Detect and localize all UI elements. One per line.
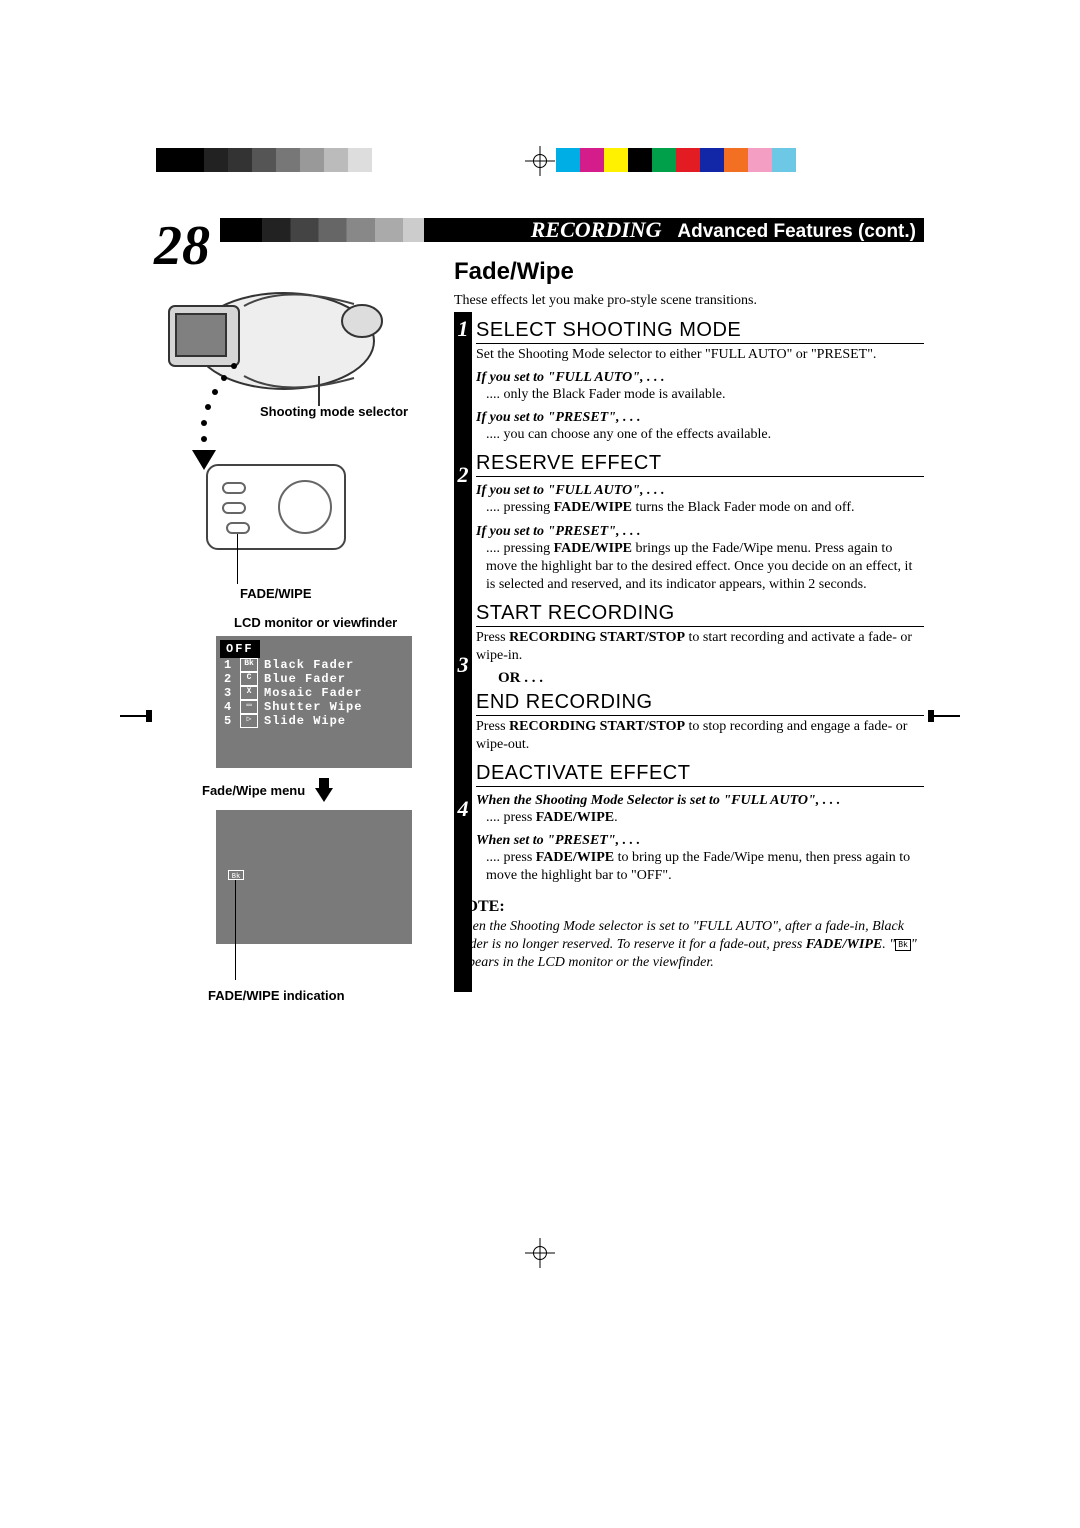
registration-mark-icon xyxy=(525,1238,555,1268)
step: SELECT SHOOTING MODE Set the Shooting Mod… xyxy=(476,319,924,445)
menu-off: OFF xyxy=(220,640,260,658)
step-subbody: .... you can choose any one of the effec… xyxy=(476,426,924,444)
crop-tick-icon xyxy=(120,715,146,717)
step-subhead: When the Shooting Mode Selector is set t… xyxy=(476,793,924,809)
section-intro: These effects let you make pro-style sce… xyxy=(454,292,924,311)
step-heading: SELECT SHOOTING MODE xyxy=(476,319,924,344)
step-body: Set the Shooting Mode selector to either… xyxy=(476,346,924,364)
step-number: 4 xyxy=(454,796,472,822)
step-body: Press RECORDING START/STOP to stop recor… xyxy=(476,718,924,754)
step: START RECORDINGPress RECORDING START/STO… xyxy=(476,602,924,754)
step-subbody: .... press FADE/WIPE to bring up the Fad… xyxy=(476,849,924,885)
section-title: Fade/Wipe xyxy=(454,258,924,286)
dotted-leader-icon xyxy=(184,360,244,480)
step-heading: DEACTIVATE EFFECT xyxy=(476,762,924,787)
note-heading: NOTE: xyxy=(454,898,924,916)
menu-row: 2CBlue Fader xyxy=(216,672,412,686)
step-subhead: If you set to "PRESET", . . . xyxy=(476,410,924,426)
left-column: Shooting mode selector FADE/WIPE LCD mon… xyxy=(154,252,454,1003)
step-number: 3 xyxy=(454,652,472,678)
step-subbody: .... only the Black Fader mode is availa… xyxy=(476,386,924,404)
header-recording: RECORDING xyxy=(531,217,662,242)
menu-row: 4▭Shutter Wipe xyxy=(216,700,412,714)
indication-label: FADE/WIPE indication xyxy=(208,988,454,1003)
note-body: When the Shooting Mode selector is set t… xyxy=(454,918,924,973)
registration-mark-icon xyxy=(525,146,555,176)
menu-row: 5▷Slide Wipe xyxy=(216,714,412,728)
step: RESERVE EFFECT If you set to "FULL AUTO",… xyxy=(476,452,924,594)
menu-row: 1BkBlack Fader xyxy=(216,658,412,672)
step: DEACTIVATE EFFECT When the Shooting Mode … xyxy=(476,762,924,886)
fade-wipe-menu: OFF 1BkBlack Fader2CBlue Fader3XMosaic F… xyxy=(216,636,412,768)
indication-mark: Bk xyxy=(228,870,244,880)
menu-row: 3XMosaic Fader xyxy=(216,686,412,700)
right-column: Fade/Wipe These effects let you make pro… xyxy=(454,252,924,972)
step-number: 2 xyxy=(454,462,472,488)
step-subbody: .... pressing FADE/WIPE brings up the Fa… xyxy=(476,540,924,595)
section-header: RECORDING Advanced Features (cont.) xyxy=(220,218,924,242)
shooting-mode-label: Shooting mode selector xyxy=(260,404,408,419)
step-number: 1 xyxy=(454,316,472,342)
step-subbody: .... pressing FADE/WIPE turns the Black … xyxy=(476,499,924,517)
crop-tick-icon xyxy=(934,715,960,717)
step-body: Press RECORDING START/STOP to start reco… xyxy=(476,629,924,665)
step-heading: START RECORDING xyxy=(476,602,924,627)
indication-screen: Bk xyxy=(216,810,412,944)
remote-illustration xyxy=(206,464,346,550)
header-subtitle: Advanced Features (cont.) xyxy=(677,221,916,242)
fade-wipe-menu-label: Fade/Wipe menu xyxy=(202,783,305,798)
step-subhead: If you set to "PRESET", . . . xyxy=(476,524,924,540)
color-print-bar xyxy=(556,148,796,172)
or-label: OR . . . xyxy=(498,670,924,687)
manual-page: 28 RECORDING Advanced Features (cont.) xyxy=(0,0,1080,1528)
step-subhead: If you set to "FULL AUTO", . . . xyxy=(476,370,924,386)
step-subhead: When set to "PRESET", . . . xyxy=(476,833,924,849)
lcd-label: LCD monitor or viewfinder xyxy=(234,615,454,630)
fadewipe-button-label: FADE/WIPE xyxy=(240,586,454,601)
grayscale-print-bar xyxy=(156,148,396,172)
step-heading: RESERVE EFFECT xyxy=(476,452,924,477)
step-subhead: If you set to "FULL AUTO", . . . xyxy=(476,483,924,499)
step-subbody: .... press FADE/WIPE. xyxy=(476,809,924,827)
step-heading: END RECORDING xyxy=(476,691,924,716)
